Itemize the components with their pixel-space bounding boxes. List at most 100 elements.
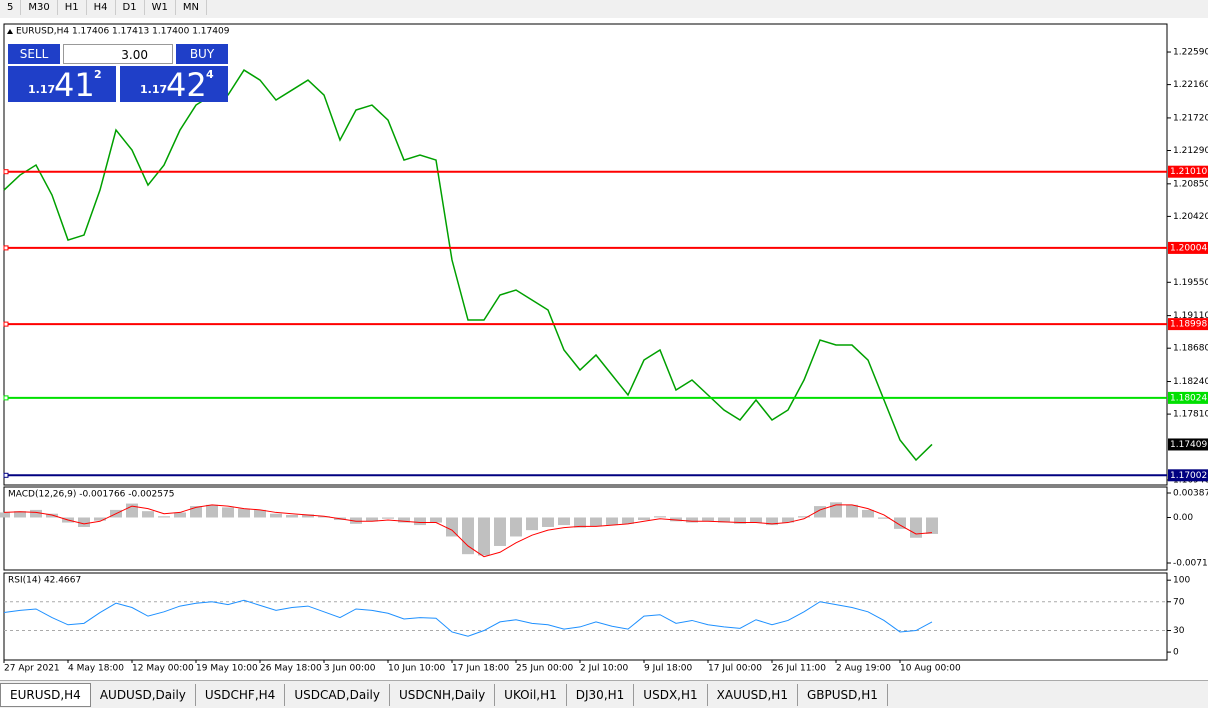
quote-prefix: 1.17 (140, 83, 168, 96)
y-tick-label: 0.00 (1173, 513, 1193, 523)
timeframe-button[interactable]: H1 (58, 0, 87, 15)
timeframe-button[interactable]: 5 (0, 0, 22, 15)
histogram-bar (638, 517, 650, 521)
level-handle (3, 321, 9, 327)
y-tick-label: 0 (1173, 648, 1179, 658)
pane-title: RSI(14) 42.4667 (8, 576, 81, 586)
histogram-bar (254, 509, 266, 518)
title-arrow (7, 29, 13, 34)
level-label: 1.17002 (1170, 471, 1207, 481)
histogram-bar (798, 516, 810, 518)
histogram-bar (878, 517, 890, 519)
level-handle (3, 245, 9, 251)
histogram-bar (30, 509, 42, 518)
chart-tabs: EURUSD,H4 AUDUSD,Daily USDCHF,H4 USDCAD,Dai… (0, 680, 1208, 708)
y-tick-label: 1.19110 (1173, 311, 1208, 321)
chart-tab[interactable]: USDX,H1 (634, 684, 708, 706)
level-handle (3, 169, 9, 175)
histogram-bar (46, 513, 58, 518)
histogram-bar (78, 517, 90, 527)
timeframe-button[interactable]: M30 (21, 0, 58, 15)
buy-quote[interactable]: 1.17 42 4 (120, 66, 228, 104)
histogram-bar (558, 517, 570, 526)
buy-button[interactable]: BUY (176, 44, 228, 64)
x-tick-label: 3 Jun 00:00 (324, 664, 376, 674)
histogram-bar (286, 514, 298, 518)
histogram-bar (526, 517, 538, 531)
chart-tab[interactable]: UKOil,H1 (495, 684, 567, 706)
timeframe-button[interactable]: H4 (87, 0, 116, 15)
x-tick-label: 27 Apr 2021 (4, 664, 60, 674)
chart-tab[interactable]: USDCHF,H4 (196, 684, 286, 706)
histogram-bar (222, 507, 234, 518)
histogram-bar (158, 516, 170, 518)
y-tick-label: 1.22160 (1173, 80, 1208, 90)
level-label-box (1168, 165, 1208, 178)
histogram-bar (462, 517, 474, 555)
timeframe-button[interactable]: W1 (145, 0, 176, 15)
histogram-bar (478, 517, 490, 556)
y-tick-label: 1.21290 (1173, 146, 1208, 156)
histogram-bar (350, 517, 362, 524)
chart-tab[interactable]: AUDUSD,Daily (91, 684, 196, 706)
chart-tab[interactable]: EURUSD,H4 (0, 683, 91, 707)
chart-tab[interactable]: USDCNH,Daily (390, 684, 496, 706)
histogram-bar (606, 517, 618, 526)
x-tick-label: 25 Jun 00:00 (516, 664, 573, 674)
histogram-bar (0, 512, 10, 518)
last-price-box (1168, 438, 1208, 451)
histogram-bar (782, 517, 794, 523)
histogram-bar (94, 517, 106, 521)
histogram-bar (894, 517, 906, 529)
y-tick-label: 100 (1173, 576, 1190, 586)
quote-fraction: 2 (94, 68, 102, 81)
histogram-bar (622, 517, 634, 524)
x-tick-label: 2 Aug 19:00 (836, 664, 891, 674)
chart-tab[interactable]: XAUUSD,H1 (708, 684, 798, 706)
histogram-bar (590, 517, 602, 527)
histogram-bar (846, 504, 858, 518)
timeframe-button[interactable]: D1 (116, 0, 145, 15)
y-tick-label: 1.21720 (1173, 113, 1208, 123)
histogram-bar (302, 514, 314, 518)
timeframe-button[interactable]: MN (176, 0, 207, 15)
chart-tab[interactable]: DJ30,H1 (567, 684, 635, 706)
quote-fraction: 4 (206, 68, 214, 81)
histogram-bar (862, 509, 874, 518)
timeframe-toolbar: 5 M30 H1 H4 D1 W1 MN (0, 0, 1208, 19)
level-label: 1.18024 (1170, 393, 1207, 403)
histogram-bar (382, 517, 394, 519)
quote-pips: 42 (166, 66, 207, 104)
last-price-label: 1.17409 (1170, 440, 1207, 450)
quote-prefix: 1.17 (28, 83, 56, 96)
one-click-trading-panel: SELL 3.00 BUY 1.17 41 2 1.17 42 4 (8, 44, 228, 104)
sell-quote[interactable]: 1.17 41 2 (8, 66, 116, 104)
x-tick-label: 12 May 00:00 (132, 664, 194, 674)
histogram-bar (542, 517, 554, 527)
histogram-bar (510, 517, 522, 537)
chart-tab[interactable]: GBPUSD,H1 (798, 684, 888, 706)
y-tick-label: 30 (1173, 626, 1185, 636)
pane-title: MACD(12,26,9) -0.001766 -0.002575 (8, 490, 174, 500)
quote-pips: 41 (54, 66, 95, 104)
histogram-bar (190, 506, 202, 518)
histogram-bar (814, 506, 826, 518)
level-label-box (1168, 318, 1208, 331)
histogram-bar (174, 512, 186, 518)
level-label: 1.18998 (1170, 320, 1207, 330)
sell-button[interactable]: SELL (8, 44, 60, 64)
volume-input[interactable]: 3.00 (63, 44, 173, 64)
histogram-bar (446, 517, 458, 537)
chart-background (0, 18, 1208, 680)
level-label-box (1168, 469, 1208, 482)
histogram-bar (734, 517, 746, 524)
level-label-box (1168, 241, 1208, 254)
histogram-bar (142, 511, 154, 518)
histogram-bar (318, 516, 330, 518)
x-tick-label: 9 Jul 18:00 (644, 664, 693, 674)
histogram-bar (574, 517, 586, 528)
histogram-bar (494, 517, 506, 546)
chart-tab[interactable]: USDCAD,Daily (285, 684, 390, 706)
y-tick-label: 1.17810 (1173, 410, 1208, 420)
